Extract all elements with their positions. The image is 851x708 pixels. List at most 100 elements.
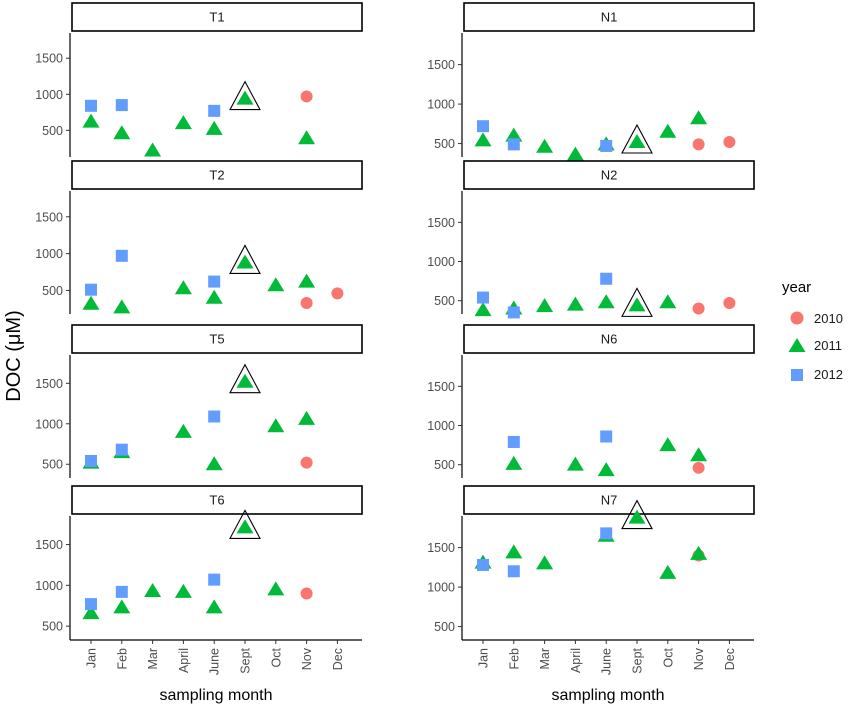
point-n6-2010-nov bbox=[692, 461, 705, 474]
point-t1-2011-mar bbox=[144, 142, 162, 157]
panel-strip-label: T5 bbox=[209, 332, 224, 347]
point-t5-2012-feb bbox=[115, 443, 128, 456]
point-t2-2011-sept bbox=[236, 254, 254, 269]
point-t2-2011-feb bbox=[113, 299, 131, 314]
panel-t5: T5 500 1000 1500 bbox=[35, 324, 363, 478]
point-n1-2011-april bbox=[566, 146, 584, 161]
point-n1-2011-feb bbox=[505, 127, 523, 142]
point-t2-2010-dec bbox=[331, 287, 344, 300]
panel-strip bbox=[71, 2, 363, 32]
point-t5-2010-nov bbox=[300, 456, 313, 469]
y-tick-label: 1500 bbox=[35, 377, 63, 391]
panel-strip-label: T2 bbox=[209, 168, 224, 183]
point-t2-2010-nov bbox=[300, 296, 313, 309]
y-tick-label: 1000 bbox=[35, 417, 63, 431]
point-t1-2012-feb bbox=[115, 99, 128, 112]
highlight-marker bbox=[621, 123, 653, 154]
point-t6-2012-june bbox=[208, 573, 221, 586]
x-tick-label: Dec bbox=[723, 648, 737, 670]
x-tick-label: Jan bbox=[477, 648, 491, 668]
y-axis-title: DOC (μM) bbox=[3, 310, 25, 402]
point-t2-2011-june bbox=[205, 289, 223, 304]
panel-strip bbox=[463, 324, 755, 354]
point-n1-2012-feb bbox=[507, 138, 520, 151]
panel-strip bbox=[463, 485, 755, 515]
y-tick-label: 1000 bbox=[427, 419, 455, 433]
x-tick-label: June bbox=[600, 648, 614, 675]
legend-entry-2012: 2012 bbox=[791, 367, 843, 382]
point-t6-2011-feb bbox=[113, 599, 131, 614]
y-tick-label: 500 bbox=[434, 620, 455, 634]
panel-strip-label: T1 bbox=[209, 10, 224, 25]
y-tick-label: 500 bbox=[42, 284, 63, 298]
highlight-marker bbox=[229, 244, 261, 274]
point-n2-2011-oct bbox=[659, 294, 677, 309]
point-t2-2011-april bbox=[174, 280, 192, 295]
point-t2-2012-june bbox=[208, 275, 221, 288]
x-axis-title-left: sampling month bbox=[160, 687, 273, 704]
point-n2-2011-sept bbox=[628, 297, 646, 312]
point-n7-2011-feb bbox=[505, 544, 523, 559]
point-t5-2012-jan bbox=[85, 455, 97, 468]
legend-label-2012: 2012 bbox=[814, 367, 843, 382]
x-tick-label: April bbox=[569, 648, 583, 673]
x-tick-label: June bbox=[208, 648, 222, 675]
highlight-marker bbox=[229, 509, 261, 539]
point-n1-2011-oct bbox=[659, 123, 677, 138]
point-n2-2012-feb bbox=[507, 306, 520, 319]
x-tick-label: Oct bbox=[661, 647, 675, 667]
point-n2-2011-april bbox=[566, 296, 584, 311]
point-n6-2011-june bbox=[597, 462, 615, 477]
point-n1-2011-mar bbox=[536, 138, 554, 153]
panel-strip bbox=[71, 324, 363, 354]
x-tick-label: Nov bbox=[300, 647, 314, 670]
x-tick-label: Dec bbox=[331, 648, 345, 670]
point-t6-2011-april bbox=[174, 583, 192, 598]
x-tick-label: Feb bbox=[507, 648, 521, 670]
panel-t6: T6 500 1000 1500 Jan Feb Mar April June Sept Oct No… bbox=[35, 485, 363, 675]
panel-t2: T2 500 1000 1500 bbox=[35, 160, 363, 314]
panel-strip bbox=[71, 485, 363, 515]
point-n7-2012-june bbox=[600, 527, 613, 540]
point-t5-2011-april bbox=[174, 423, 192, 438]
point-t5-2011-sept bbox=[236, 373, 254, 388]
point-n2-2012-jan bbox=[477, 291, 489, 304]
highlight-marker bbox=[229, 363, 261, 394]
point-n2-2010-nov bbox=[692, 302, 705, 315]
point-n2-2011-mar bbox=[536, 298, 554, 313]
point-n6-2012-feb bbox=[507, 435, 520, 448]
panel-strip-label: N7 bbox=[601, 493, 618, 508]
point-n1-2011-jan bbox=[474, 132, 492, 147]
highlight-marker bbox=[621, 499, 653, 530]
highlight-marker bbox=[229, 80, 261, 111]
legend-key-triangle-icon bbox=[788, 338, 806, 352]
point-t1-2011-nov bbox=[298, 130, 316, 145]
y-tick-label: 1000 bbox=[35, 247, 63, 261]
point-t2-2011-jan bbox=[82, 295, 100, 310]
y-tick-label: 500 bbox=[42, 458, 63, 472]
x-tick-label: Jan bbox=[85, 648, 99, 668]
y-tick-label: 1500 bbox=[35, 538, 63, 552]
panel-n1: N1 500 1000 1500 bbox=[427, 2, 755, 161]
point-n2-2011-jan bbox=[474, 302, 492, 317]
point-t1-2011-sept bbox=[236, 90, 254, 105]
y-tick-label: 1000 bbox=[427, 581, 455, 595]
point-n2-2011-june bbox=[597, 294, 615, 309]
legend: year 2010 2011 2012 bbox=[782, 279, 843, 382]
point-n1-2012-jan bbox=[477, 120, 489, 133]
point-t1-2011-june bbox=[205, 120, 223, 135]
y-tick-label: 1500 bbox=[427, 541, 455, 555]
y-tick-label: 1500 bbox=[427, 380, 455, 394]
x-axis-title-right: sampling month bbox=[552, 687, 665, 704]
point-t5-2012-june bbox=[208, 410, 221, 423]
x-tick-label: Mar bbox=[538, 648, 552, 670]
panel-n7: N7 500 1000 1500 Jan Feb Mar April June Sept Oct No… bbox=[427, 485, 755, 675]
point-t5-2011-june bbox=[205, 456, 223, 471]
panel-strip bbox=[463, 2, 755, 32]
panel-t1: T1 500 1000 1500 bbox=[35, 2, 363, 157]
point-t2-2012-feb bbox=[115, 249, 128, 262]
panel-strip-label: N6 bbox=[601, 332, 618, 347]
x-tick-label: Sept bbox=[631, 647, 645, 673]
x-tick-label: April bbox=[177, 648, 191, 673]
